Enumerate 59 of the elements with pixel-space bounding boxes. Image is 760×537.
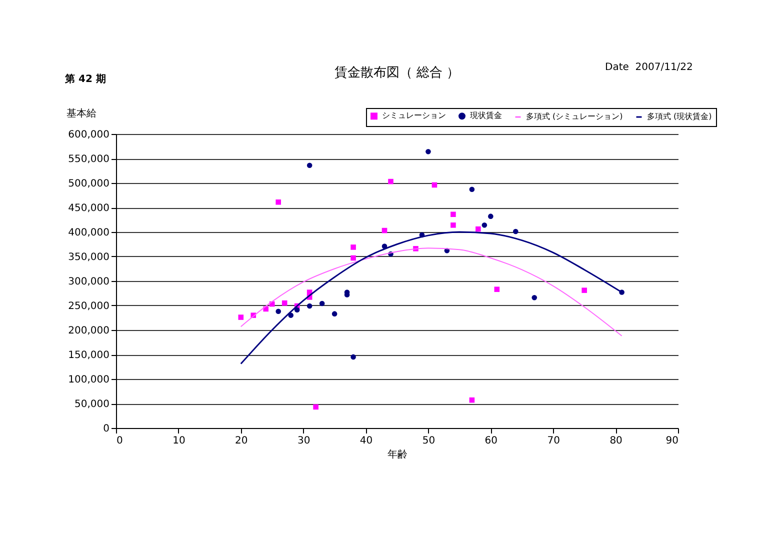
point [532,295,538,300]
point [426,149,431,154]
point [276,199,281,205]
y-tick-label: 250,000 [68,301,110,312]
point [476,226,481,232]
y-tick-label: 200,000 [68,326,110,336]
y-tick-label: 150,000 [68,350,110,361]
point [313,404,318,410]
x-tick-label: 30 [297,436,310,446]
text: Date 2007/11/22 [605,62,693,73]
point [469,186,475,192]
chart-title: 賃金散布図（ 総合 ） [334,66,460,80]
legend-label: 現状賃金 [470,111,502,120]
x-tick-label: 90 [666,436,678,446]
point [582,288,587,293]
line-series [240,248,622,336]
x-tick-label: 40 [360,436,373,446]
line-series [240,231,623,365]
point [350,354,356,360]
point [482,222,488,228]
point [319,300,325,306]
point [388,178,394,184]
point [450,212,456,218]
y-tick-label: 550,000 [68,154,110,165]
text: 第 42 期 [65,72,106,86]
point [238,314,244,320]
legend-label: 多項式 (現状賃金) [647,112,712,121]
point [450,222,456,228]
point [513,228,518,234]
point [350,244,356,250]
x-tick-label: 70 [547,436,560,446]
y-tick-label: 0 [103,424,110,434]
x-tick-label: 60 [484,436,498,446]
point [332,311,338,316]
point [494,286,500,292]
point [488,214,494,219]
y-tick-label: 100,000 [68,374,110,386]
x-tick-label: 20 [235,436,248,446]
x-tick-label: 10 [172,436,186,446]
x-axis-title: 年齢 [388,448,408,460]
point [294,307,300,313]
x-tick-label: 80 [610,436,622,446]
legend-label: 多項式 (シミュレーション) [526,112,623,121]
y-tick-label: 500,000 [68,178,110,190]
point [306,162,312,168]
point [276,308,281,314]
legend-label: シミュレーション [382,111,446,120]
x-tick-label: 0 [116,436,123,446]
y-tick-label: 350,000 [68,252,110,263]
y-tick-label: 50,000 [74,399,110,410]
y-tick-label: 450,000 [68,203,110,214]
point [350,255,356,261]
x-tick-label: 50 [422,436,436,446]
y-tick-label: 600,000 [68,130,110,140]
y-axis-title: 基本給 [66,108,96,120]
y-tick-label: 300,000 [68,276,110,288]
y-tick-label: 400,000 [68,228,110,238]
point [306,303,312,309]
point [288,312,294,318]
